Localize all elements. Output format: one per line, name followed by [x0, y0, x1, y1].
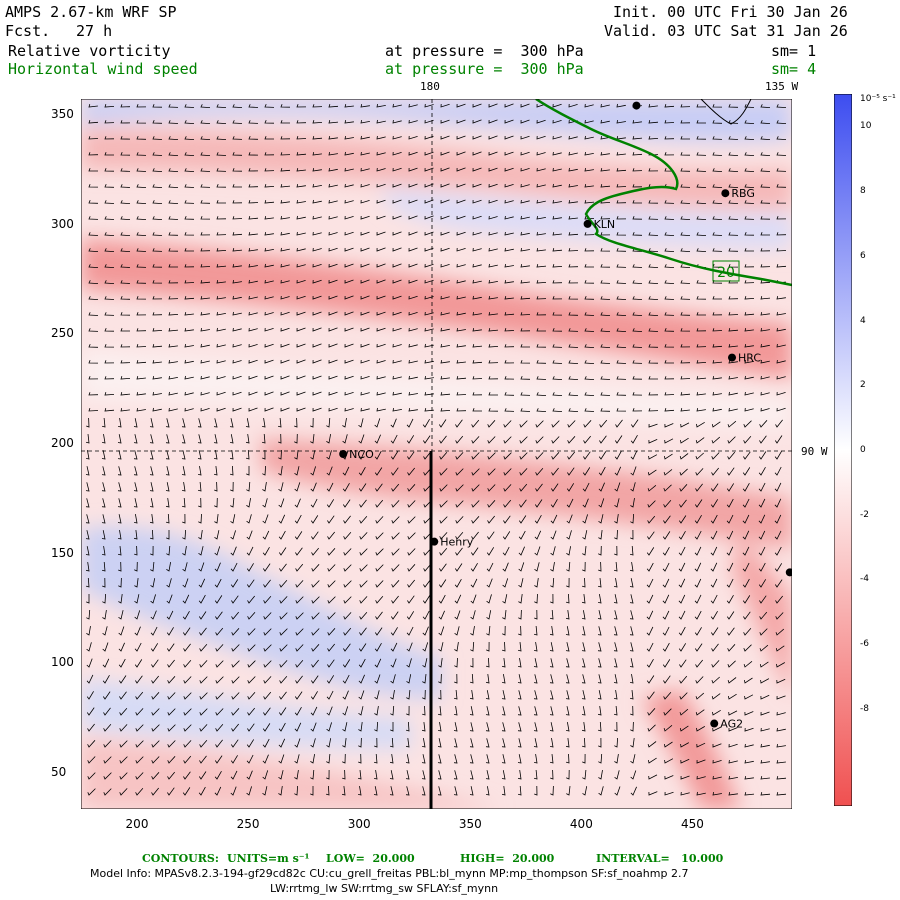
field2-smoothing: sm= 4: [771, 60, 817, 78]
forecast-hour: 27 h: [76, 22, 113, 40]
x-tick-label: 300: [347, 817, 371, 831]
station-label: KLN: [594, 218, 616, 231]
colorbar-tick-label: -6: [860, 639, 869, 650]
field2-level: at pressure = 300 hPa: [385, 60, 584, 78]
station-marker: [721, 189, 730, 198]
x-tick-label: 200: [125, 817, 149, 831]
colorbar-tick-label: 0: [860, 445, 866, 455]
y-tick-label: 50: [51, 764, 67, 779]
contour-label: 20: [717, 265, 735, 281]
vorticity-map: NCO Henry KLN RBG HRC AG2 20: [81, 99, 792, 809]
colorbar-tick-label: 8: [860, 186, 866, 197]
model-info: Model Info: MPASv8.2.3-194-gf29cd82c CU:…: [90, 867, 689, 880]
station-label: NCO: [349, 448, 374, 461]
wind-barbs: [85, 103, 787, 796]
station-label: HRC: [738, 352, 761, 365]
station-label: RBG: [731, 187, 755, 200]
y-tick-label: 150: [51, 545, 74, 560]
colorbar-tick-label: -2: [860, 509, 869, 520]
station-label: Henry: [440, 536, 474, 549]
station-marker: [785, 568, 792, 577]
x-tick-label: 400: [569, 817, 593, 831]
station-marker: [728, 353, 737, 362]
colorbar-tick-label: -4: [860, 574, 869, 585]
colorbar-tick-label: -8: [860, 703, 869, 714]
contours-high: HIGH= 20.000: [460, 852, 555, 865]
contours-low: LOW= 20.000: [326, 852, 415, 865]
station-marker: [632, 101, 641, 110]
y-tick-label: 350: [51, 107, 74, 122]
x-tick-label: 350: [458, 817, 482, 831]
y-tick-label: 300: [51, 216, 74, 231]
station-marker: [339, 450, 348, 458]
station-marker: [710, 719, 719, 728]
field1-level: at pressure = 300 hPa: [385, 42, 584, 60]
x-tick-label: 450: [681, 817, 704, 831]
station-label: AG2: [720, 718, 743, 731]
init-time: Init. 00 UTC Fri 30 Jan 26: [613, 3, 848, 21]
colorbar-tick-label: 10: [860, 121, 872, 132]
valid-time: Valid. 03 UTC Sat 31 Jan 26: [604, 22, 848, 40]
contours-units: UNITS=m s⁻¹: [227, 852, 310, 865]
y-tick-label: 100: [51, 655, 74, 670]
station-marker: [430, 537, 439, 546]
station-marker: [583, 219, 592, 228]
contours-label: CONTOURS:: [142, 852, 219, 865]
colorbar-unit: 10⁻⁵ s⁻¹: [860, 94, 896, 104]
y-tick-label: 200: [51, 436, 74, 451]
lon-135w-label: 135 W: [765, 80, 799, 93]
colorbar-tick-label: 6: [860, 250, 866, 261]
x-tick-label: 250: [236, 817, 260, 831]
colorbar: [834, 94, 852, 806]
model-title: AMPS 2.67-km WRF SP: [5, 3, 177, 21]
lon-180-label: 180: [420, 80, 440, 93]
colorbar-tick-label: 4: [860, 315, 866, 326]
contours-interval: INTERVAL= 10.000: [596, 852, 724, 865]
wind-speed-contour: [535, 99, 792, 287]
field1-name: Relative vorticity: [8, 42, 171, 60]
lon-90w-label: 90 W: [801, 445, 828, 458]
model-info-2: LW:rrtmg_lw SW:rrtmg_sw SFLAY:sf_mynn: [270, 882, 499, 895]
forecast-label: Fcst.: [5, 22, 51, 40]
colorbar-tick-label: 2: [860, 380, 866, 391]
field1-smoothing: sm= 1: [771, 42, 817, 60]
y-tick-label: 250: [51, 326, 74, 341]
field2-name: Horizontal wind speed: [8, 60, 198, 78]
